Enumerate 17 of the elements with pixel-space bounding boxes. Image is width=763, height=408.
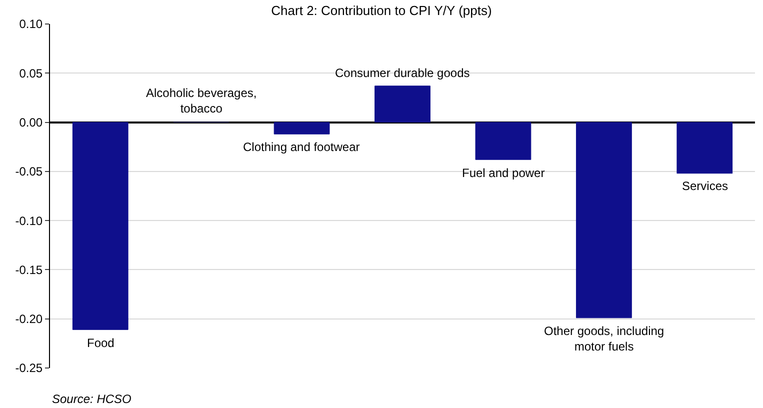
x-tick-label: Food	[87, 336, 114, 350]
y-tick-label: -0.25	[15, 361, 43, 376]
y-tick-label: -0.10	[15, 214, 43, 228]
y-tick-label: 0.00	[19, 115, 43, 130]
y-tick-label: -0.15	[15, 262, 43, 277]
y-tick-label: -0.05	[15, 164, 43, 179]
chart-title: Chart 2: Contribution to CPI Y/Y (ppts)	[271, 3, 492, 18]
x-tick-label: Alcoholic beverages, tobacco	[146, 86, 257, 116]
y-tick-label: 0.10	[19, 17, 43, 32]
x-tick-label: Consumer durable goods	[335, 66, 470, 80]
y-tick-label: 0.05	[19, 66, 43, 80]
x-tick-label: Clothing and footwear	[243, 140, 360, 154]
y-tick-label: -0.20	[15, 312, 43, 326]
x-tick-label: Services	[682, 179, 728, 193]
x-tick-label: Fuel and power	[462, 166, 545, 180]
source-note: Source: HCSO	[52, 392, 132, 406]
x-tick-label: Other goods, including motor fuels	[544, 324, 664, 354]
